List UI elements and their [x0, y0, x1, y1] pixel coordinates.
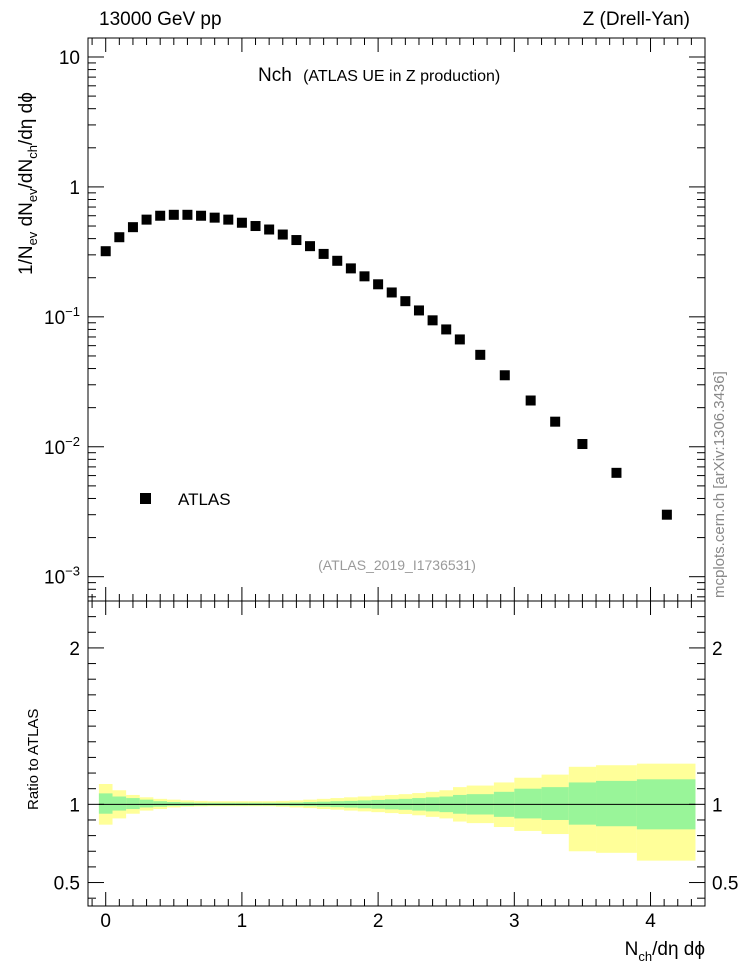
atlas-data-points: [100, 209, 672, 520]
main-y-axis: 10 1 10−1 10−2 10−3: [44, 48, 705, 598]
legend-marker-atlas: [140, 493, 151, 504]
data-point: [291, 235, 302, 246]
y-tick-label: 10−3: [44, 564, 80, 589]
ylabel-sub-3: ch: [25, 145, 40, 159]
data-point: [345, 263, 356, 274]
ratio-band-inner: [112, 796, 127, 811]
data-point: [499, 370, 510, 381]
ylabel-part-1: 1/N: [16, 245, 37, 275]
data-point: [141, 214, 152, 225]
ratio-band-inner: [514, 788, 542, 819]
xlabel-sub: ch: [638, 949, 652, 964]
main-y-axis-label: 1/Nev dNev/dNch/dη dϕ: [16, 92, 40, 275]
data-point: [236, 217, 247, 228]
y-tick-label: 10−2: [44, 434, 80, 459]
ratio-y-tick-label: 0.5: [54, 874, 80, 895]
data-point: [400, 296, 411, 307]
ratio-band-inner: [568, 782, 597, 825]
ratio-band-inner: [98, 793, 113, 814]
ylabel-part-2: dN: [16, 202, 37, 232]
main-plot-frame: [87, 37, 706, 602]
data-point: [305, 241, 316, 252]
ratio-y-tick-label: 2: [69, 639, 80, 660]
data-point: [413, 305, 424, 316]
data-point: [577, 439, 588, 450]
ratio-y-axis-label: Ratio to ATLAS: [25, 709, 42, 810]
data-point: [155, 210, 166, 221]
ratio-y-axis: 0.5 0.5 1 1 2 2: [54, 616, 738, 899]
xlabel-part-1: N: [625, 939, 639, 960]
ratio-band-inner: [139, 799, 154, 808]
data-point: [454, 334, 465, 345]
y-tick-label: 1: [69, 178, 80, 199]
data-point: [611, 467, 622, 478]
data-point: [318, 248, 329, 259]
y-tick-label: 10: [59, 48, 80, 69]
data-point: [114, 232, 125, 243]
legend-label-atlas: ATLAS: [178, 490, 231, 509]
plot-title: Nch (ATLAS UE in Z production): [258, 65, 500, 86]
source-side-label: mcplots.cern.ch [arXiv:1306.3436]: [711, 371, 728, 598]
x-tick-label: 3: [509, 911, 520, 932]
data-point: [127, 222, 138, 233]
ratio-y-tick-label-right: 1: [712, 795, 723, 816]
data-point: [250, 221, 261, 232]
data-point: [264, 224, 275, 235]
data-point: [475, 349, 486, 360]
data-point: [525, 395, 536, 406]
data-point: [332, 255, 343, 266]
data-point: [550, 416, 561, 427]
ratio-band-inner: [126, 798, 140, 810]
ratio-y-tick-label: 1: [69, 795, 80, 816]
plot-title-sub: (ATLAS UE in Z production): [303, 68, 500, 85]
ratio-band-inner: [541, 787, 569, 820]
data-point: [359, 271, 370, 282]
data-point: [277, 229, 288, 240]
x-tick-label: 4: [645, 911, 656, 932]
ylabel-part-3: /dN: [16, 159, 37, 189]
ratio-y-tick-label-right: 2: [712, 639, 723, 660]
plot-title-main: Nch: [258, 65, 292, 86]
x-tick-label: 2: [373, 911, 384, 932]
data-point: [661, 509, 672, 520]
ratio-y-tick-label-right: 0.5: [712, 874, 738, 895]
ratio-band-inner: [596, 780, 637, 827]
x-tick-label: 0: [100, 911, 111, 932]
ratio-x-axis: 0 1 2 3 4: [91, 601, 706, 932]
header-process: Z (Drell-Yan): [583, 9, 690, 30]
y-tick-label: 10−1: [44, 304, 80, 329]
xlabel-part-2: /dη dϕ: [652, 939, 705, 960]
data-point: [168, 209, 179, 220]
data-point: [373, 279, 384, 290]
header-energy: 13000 GeV pp: [99, 9, 222, 30]
ylabel-sub-2: ev: [25, 188, 40, 202]
data-point: [427, 315, 438, 326]
data-point: [386, 287, 397, 298]
ylabel-sub-1: ev: [25, 231, 40, 245]
data-point: [223, 214, 234, 225]
ylabel-part-4: /dη dϕ: [16, 92, 37, 145]
main-x-ticks: [91, 38, 706, 601]
x-tick-label: 1: [237, 911, 248, 932]
ratio-plot-frame: [87, 600, 706, 907]
analysis-id: (ATLAS_2019_I1736531): [318, 557, 476, 573]
ratio-bands: [98, 763, 696, 861]
data-point: [196, 210, 207, 221]
data-point: [182, 209, 193, 220]
data-point: [441, 324, 452, 335]
data-point: [100, 246, 111, 257]
data-point: [209, 212, 220, 223]
x-axis-label: Nch/dη dϕ: [625, 939, 705, 964]
